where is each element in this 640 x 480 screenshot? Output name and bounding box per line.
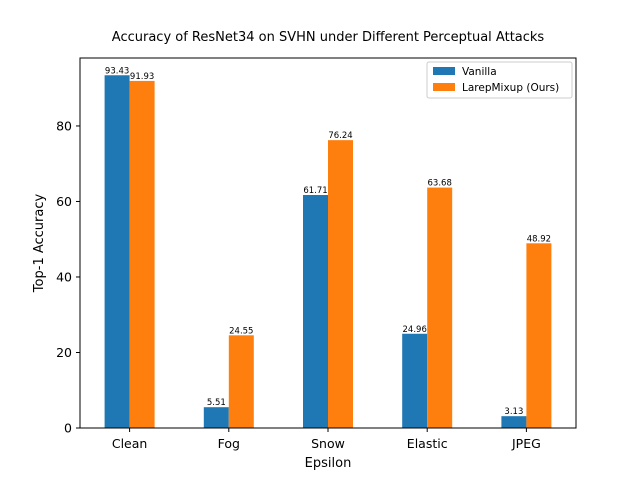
y-axis-label: Top-1 Accuracy <box>32 194 47 294</box>
y-tick-label: 40 <box>56 269 72 284</box>
bar-value-label: 48.92 <box>527 234 551 244</box>
bar-clean-series-2 <box>129 80 155 428</box>
legend-label-1: Vanilla <box>462 66 497 78</box>
bar-jpeg-series-1 <box>501 416 527 428</box>
bar-snow-series-2 <box>328 140 353 429</box>
bar-jpeg-series-2 <box>526 243 552 428</box>
legend: Vanilla LarepMixup (Ours) <box>426 61 573 99</box>
bar-value-label: 91.93 <box>130 72 154 82</box>
chart-title: Accuracy of ResNet34 on SVHN under Diffe… <box>112 30 545 45</box>
bar-elastic-series-1 <box>402 333 428 428</box>
bar-fog-series-1 <box>203 407 229 428</box>
y-tick-label: 80 <box>56 118 72 133</box>
legend-swatch-1 <box>433 67 455 75</box>
plot-frame <box>79 57 577 429</box>
legend-swatch-2 <box>433 83 455 91</box>
bars-group <box>104 75 552 429</box>
bar-value-label: 24.96 <box>403 325 427 335</box>
x-axis: Clean Fog Snow Elastic JPEG <box>112 428 541 451</box>
legend-frame <box>426 61 573 99</box>
x-tick-label: JPEG <box>511 436 541 451</box>
bar-value-label: 5.51 <box>207 398 226 408</box>
legend-label-2: LarepMixup (Ours) <box>462 82 559 94</box>
bar-value-label: 76.24 <box>328 131 352 141</box>
x-tick-label: Clean <box>112 436 147 451</box>
y-axis: 0 20 40 60 80 <box>56 118 80 436</box>
y-tick-label: 60 <box>56 194 72 209</box>
x-axis-label: Epsilon <box>305 456 352 471</box>
x-tick-label: Fog <box>218 436 240 451</box>
bar-elastic-series-2 <box>427 187 453 428</box>
bar-value-label: 93.43 <box>105 66 129 76</box>
bar-clean-series-1 <box>104 75 130 428</box>
y-tick-label: 20 <box>56 345 72 360</box>
x-tick-label: Elastic <box>407 436 448 451</box>
bar-value-label: 63.68 <box>428 179 452 189</box>
bar-fog-series-2 <box>228 335 254 428</box>
bar-value-label: 61.71 <box>303 186 327 196</box>
bar-value-label: 3.13 <box>504 407 523 417</box>
x-tick-label: Snow <box>311 436 345 451</box>
bar-value-label: 24.55 <box>229 326 253 336</box>
y-tick-label: 0 <box>64 421 72 436</box>
bar-snow-series-1 <box>303 195 328 428</box>
